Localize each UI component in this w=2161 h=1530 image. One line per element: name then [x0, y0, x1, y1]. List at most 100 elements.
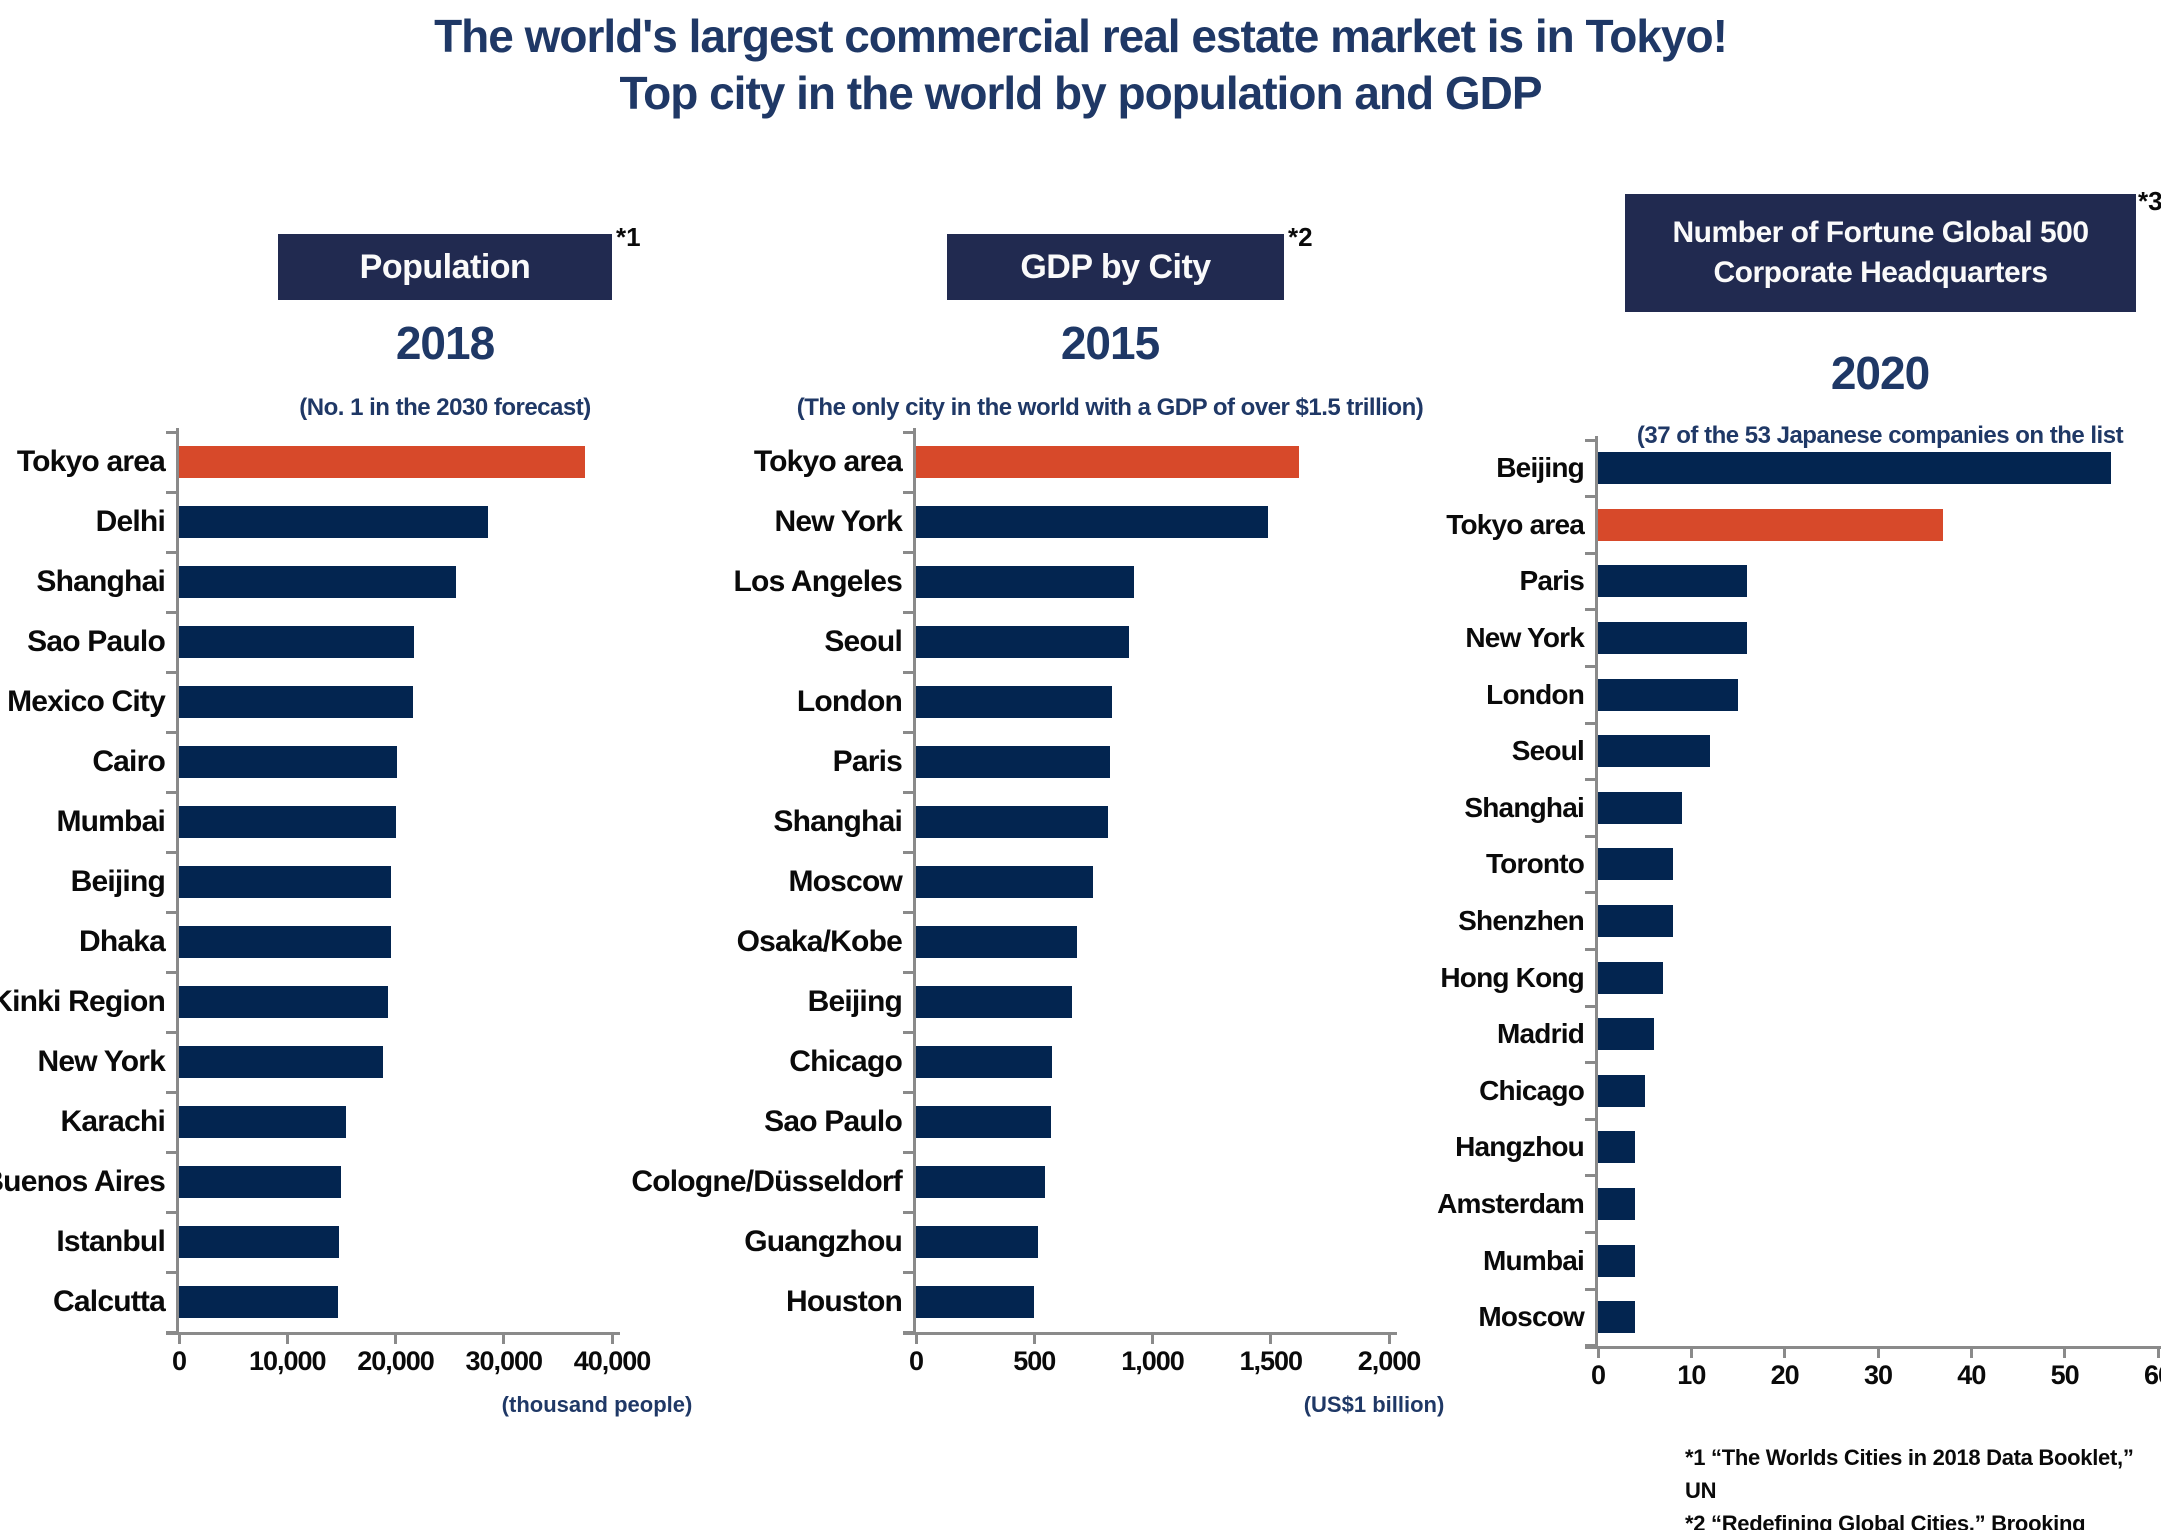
x-axis-tick — [502, 1332, 506, 1344]
bar — [1598, 1131, 1636, 1164]
bar — [1598, 452, 2112, 485]
bar-label: Shanghai — [1464, 791, 1584, 823]
bar-track — [1598, 1119, 2161, 1176]
bar-label: Karachi — [60, 1105, 166, 1138]
bar-label: Hangzhou — [1455, 1131, 1585, 1163]
bar-label: New York — [37, 1045, 165, 1078]
bar-track — [916, 1032, 1397, 1092]
bar-label: Moscow — [1478, 1301, 1584, 1333]
bar-label: Seoul — [1511, 735, 1585, 767]
y-axis-tick — [1585, 495, 1595, 499]
bar-label: Istanbul — [56, 1225, 165, 1258]
bar-row: Guangzhou — [620, 1212, 1397, 1272]
bar — [916, 1226, 1038, 1258]
bar-track — [1598, 723, 2161, 780]
bar-track — [179, 1092, 620, 1152]
y-axis-tick — [1585, 1230, 1595, 1234]
bar — [916, 686, 1113, 718]
bar-row: Mumbai — [0, 792, 620, 852]
bar-track — [916, 612, 1397, 672]
chart-year-gdp: 2015 — [1060, 317, 1160, 369]
bar-track — [916, 492, 1397, 552]
y-axis-tick — [166, 730, 176, 734]
footnote-ref-1: *1 — [616, 222, 641, 252]
bar-row: London — [620, 672, 1397, 732]
x-axis-tick — [1783, 1345, 1787, 1358]
bar-rows-population: Tokyo area Delhi Shanghai Sao Paulo Mexico C… — [0, 432, 620, 1332]
bar-row: Kinki Region — [0, 972, 620, 1032]
bar-row: London — [1380, 666, 2161, 723]
x-axis-tick — [285, 1332, 289, 1344]
bar-row: Beijing — [1380, 440, 2161, 497]
bar — [179, 1046, 383, 1078]
bar-highlight — [916, 446, 1300, 478]
bar-track — [916, 672, 1397, 732]
bar-rows-fortune500: Beijing Tokyo area Paris New York London Seou… — [1380, 440, 2161, 1346]
bar-label: Mumbai — [1483, 1244, 1585, 1276]
x-axis-tick-label: 20 — [1770, 1359, 1800, 1390]
y-axis-tick — [903, 910, 913, 914]
bar-label: Osaka/Kobe — [736, 925, 903, 958]
footnote-1: *1 “The Worlds Cities in 2018 Data Bookl… — [1685, 1445, 2134, 1503]
bar-label: Calcutta — [53, 1285, 166, 1318]
bar — [916, 566, 1134, 598]
bar — [179, 926, 392, 958]
x-axis-tick — [177, 1332, 181, 1344]
bar-row: Moscow — [620, 852, 1397, 912]
bar-row: Istanbul — [0, 1212, 620, 1272]
bar — [916, 626, 1129, 658]
y-axis-tick — [166, 1210, 176, 1214]
bar-label: Madrid — [1497, 1018, 1585, 1050]
bar-label: Los Angeles — [733, 565, 903, 598]
bar — [179, 746, 397, 778]
y-axis-tick — [166, 850, 176, 854]
bar — [916, 986, 1073, 1018]
x-axis-tick-label: 40 — [1957, 1359, 1986, 1390]
bar-track — [1598, 553, 2161, 610]
bar-row: Calcutta — [0, 1272, 620, 1332]
y-axis-tick — [166, 910, 176, 914]
bar-track — [179, 972, 620, 1032]
x-axis-tick-label: 40,000 — [573, 1346, 652, 1376]
x-axis-tick-label: 10,000 — [248, 1346, 327, 1376]
bar-track — [1598, 836, 2161, 893]
bar — [916, 806, 1108, 838]
bar-label: Mexico City — [7, 685, 166, 718]
bar-track — [179, 852, 620, 912]
x-axis-tick — [1387, 1332, 1391, 1344]
bar-track — [1598, 1063, 2161, 1120]
bar — [1598, 565, 1748, 598]
x-axis-tick-label: 0 — [908, 1346, 924, 1376]
bar-label: Shanghai — [773, 805, 902, 838]
y-axis-tick — [903, 1210, 913, 1214]
footnote-2: *2 “Redefining Global Cities,” Brooking … — [1685, 1511, 2086, 1530]
y-axis-line — [1595, 436, 1598, 1346]
bar — [916, 1166, 1045, 1198]
bar-label: Buenos Aires — [0, 1165, 166, 1198]
y-axis-tick — [166, 970, 176, 974]
bar-label: Tokyo area — [1446, 508, 1585, 540]
x-axis-tick — [1969, 1345, 1973, 1358]
bar-label: Seoul — [824, 625, 902, 658]
bar — [179, 1106, 346, 1138]
bar-row: Seoul — [620, 612, 1397, 672]
x-axis-tick-label: 60 — [2143, 1359, 2161, 1390]
y-axis-tick — [1585, 1174, 1595, 1178]
y-axis-tick — [166, 490, 176, 494]
bar-row: Mexico City — [0, 672, 620, 732]
bar-track — [179, 672, 620, 732]
x-axis-tick-label: 30,000 — [465, 1346, 543, 1376]
bar-label: Amsterdam — [1437, 1188, 1585, 1220]
bar — [916, 866, 1094, 898]
main-title-line-1: The world's largest commercial real esta… — [434, 10, 1728, 62]
bar-label: Houston — [785, 1285, 903, 1318]
bar-label: Beijing — [70, 865, 166, 898]
bar-label: Toronto — [1485, 848, 1585, 880]
bar-label: Guangzhou — [744, 1225, 903, 1258]
bar-row: Chicago — [620, 1032, 1397, 1092]
x-axis-tick — [1689, 1345, 1693, 1358]
x-axis-tick-label: 1,500 — [1239, 1346, 1303, 1376]
footnote-ref-3: *3 — [2138, 186, 2161, 216]
x-axis-tick-label: 50 — [2050, 1359, 2080, 1390]
bar-row: Paris — [1380, 553, 2161, 610]
